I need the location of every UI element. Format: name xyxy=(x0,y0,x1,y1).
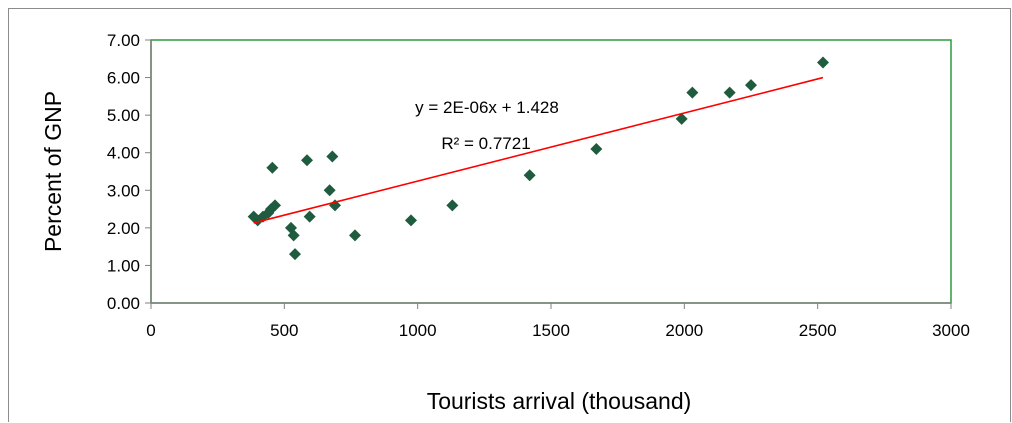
data-point xyxy=(590,142,603,155)
data-point xyxy=(523,169,536,182)
y-tick-label: 1.00 xyxy=(107,256,140,275)
y-tick-label: 0.00 xyxy=(107,294,140,313)
y-tick-label: 2.00 xyxy=(107,219,140,238)
data-point xyxy=(675,112,688,125)
trendline xyxy=(253,76,824,224)
x-tick-label: 1500 xyxy=(532,321,570,340)
y-axis-title: Percent of GNP xyxy=(40,91,66,252)
x-tick-label: 2500 xyxy=(799,321,837,340)
data-point xyxy=(266,161,279,174)
data-points xyxy=(247,56,829,261)
x-axis-ticks: 0 500 1000 1500 2000 2500 3000 xyxy=(146,303,970,340)
y-tick-label: 4.00 xyxy=(107,144,140,163)
scatter-chart: 0 500 1000 1500 2000 2500 3000 0.00 1.00 2.00 3.0… xyxy=(40,31,970,414)
x-tick-label: 3000 xyxy=(932,321,970,340)
data-point xyxy=(301,154,313,167)
data-point xyxy=(723,86,736,99)
chart-frame: 0 500 1000 1500 2000 2500 3000 0.00 1.00 2.00 3.0… xyxy=(8,8,1011,422)
data-point xyxy=(686,86,699,99)
data-point xyxy=(745,79,757,92)
data-point xyxy=(323,184,336,197)
trendline-equation: y = 2E-06x + 1.428 xyxy=(415,98,559,117)
data-point xyxy=(303,210,316,223)
data-point xyxy=(817,56,829,69)
data-point xyxy=(287,229,300,242)
y-tick-label: 3.00 xyxy=(107,181,140,200)
data-point xyxy=(326,150,339,163)
data-point xyxy=(289,248,301,261)
x-axis-title: Tourists arrival (thousand) xyxy=(427,388,692,414)
x-tick-label: 0 xyxy=(146,321,155,340)
trendline-r-squared: R² = 0.7721 xyxy=(441,134,530,153)
y-tick-label: 7.00 xyxy=(107,31,140,50)
data-point xyxy=(349,229,361,242)
data-point xyxy=(446,199,459,212)
data-point xyxy=(405,214,417,227)
y-tick-label: 5.00 xyxy=(107,106,140,125)
x-tick-label: 500 xyxy=(270,321,298,340)
y-axis-ticks: 0.00 1.00 2.00 3.00 4.00 5.00 6.00 7.00 xyxy=(107,31,151,313)
x-tick-label: 2000 xyxy=(665,321,703,340)
y-tick-label: 6.00 xyxy=(107,69,140,88)
data-point xyxy=(247,210,260,223)
x-tick-label: 1000 xyxy=(399,321,437,340)
data-point xyxy=(269,199,281,212)
